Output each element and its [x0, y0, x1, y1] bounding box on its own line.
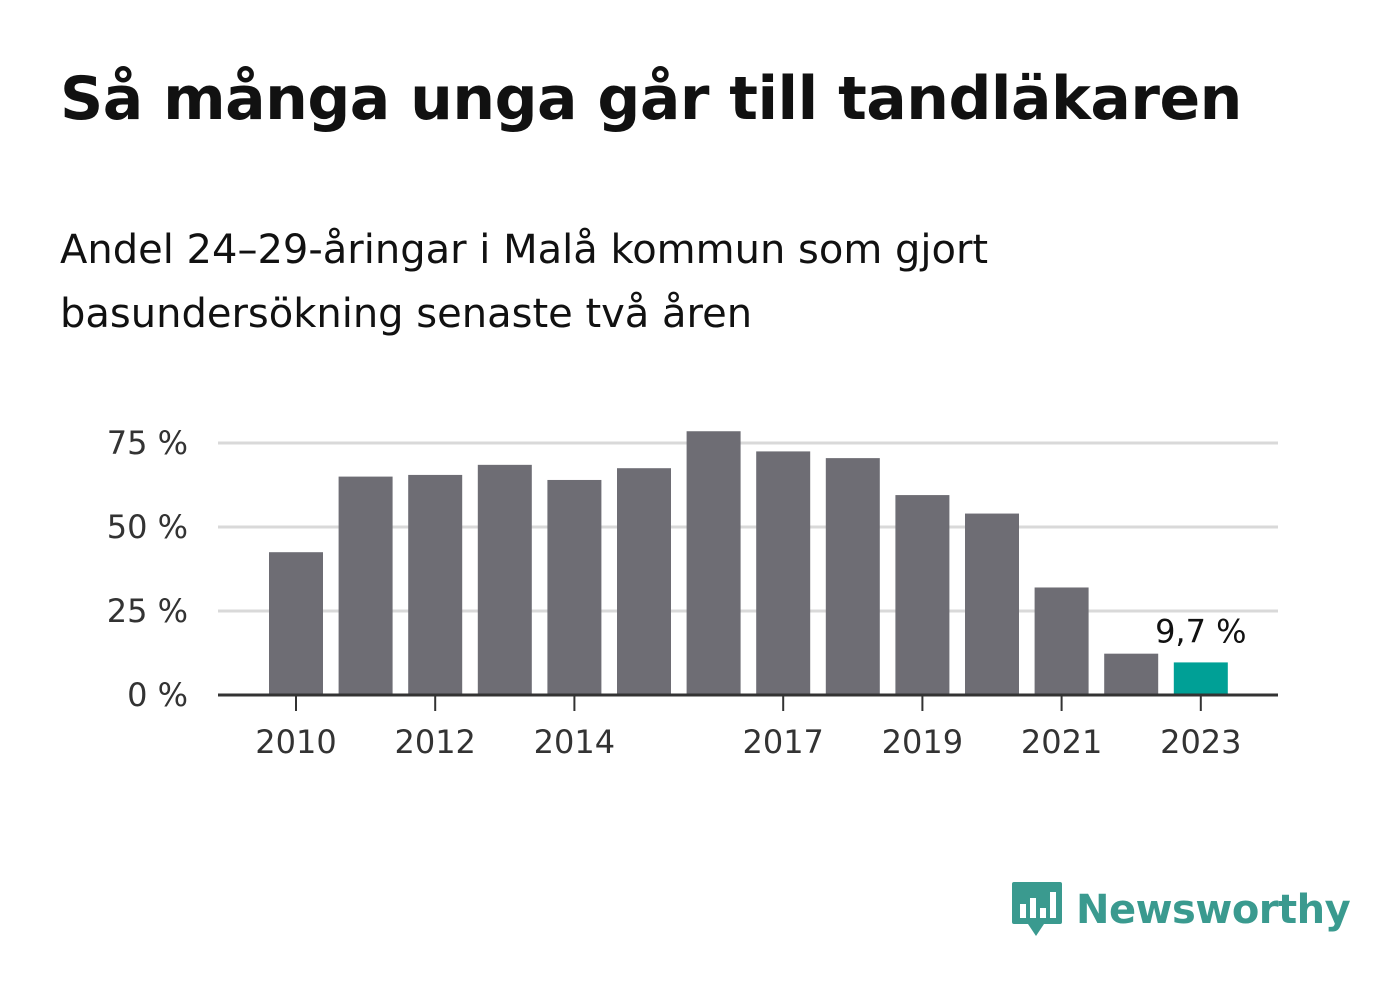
x-tick-label: 2010 [255, 723, 336, 761]
bar-2011 [338, 476, 393, 695]
newsworthy-logo-icon [1012, 882, 1062, 936]
bar-2022 [1104, 653, 1159, 695]
bars [269, 431, 1228, 695]
bar-2021 [1034, 587, 1089, 695]
chart-title: Så många unga går till tandläkaren [60, 64, 1242, 134]
x-tick-label: 2017 [742, 723, 823, 761]
bar-2016 [686, 431, 741, 695]
newsworthy-logo: Newsworthy [1010, 880, 1351, 940]
y-tick-label: 75 % [107, 424, 188, 462]
x-tick-label: 2014 [534, 723, 615, 761]
y-tick-label: 0 % [127, 676, 188, 714]
x-tick-label: 2019 [882, 723, 963, 761]
bar-2013 [477, 464, 532, 695]
bar-2015 [617, 468, 671, 695]
labels: 0 % 25 % 50 % 75 % 2010 2012 2014 2017 2019 2021 2… [107, 424, 1247, 761]
brand-name: Newsworthy [1076, 887, 1351, 933]
data-label: 9,7 % [1155, 612, 1246, 650]
bar-2012 [408, 474, 463, 695]
bar-2010 [269, 552, 323, 695]
bar-2020 [965, 513, 1019, 695]
x-tick-label: 2012 [394, 723, 475, 761]
grid-lines [218, 441, 1278, 613]
bar-2018 [825, 458, 880, 695]
x-axis [218, 693, 1278, 711]
y-tick-label: 25 % [107, 592, 188, 630]
bar-2014 [547, 479, 602, 695]
bar-2023 [1173, 662, 1228, 695]
bar-2019 [895, 495, 950, 695]
x-tick-label: 2021 [1021, 723, 1102, 761]
bar-2017 [756, 451, 811, 695]
chart-subtitle: Andel 24–29-åringar i Malå kommun som gj… [60, 227, 989, 337]
x-tick-label: 2023 [1160, 723, 1241, 761]
y-tick-label: 50 % [107, 508, 188, 546]
